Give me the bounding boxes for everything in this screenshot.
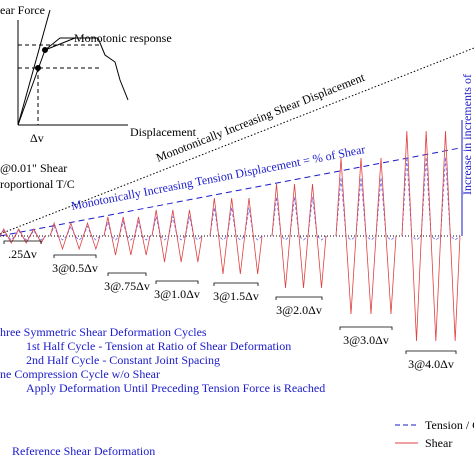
shear-wave bbox=[271, 183, 327, 289]
note: 1st Half Cycle - Tension at Ratio of She… bbox=[26, 339, 291, 353]
shear-wave bbox=[401, 130, 461, 342]
group-bracket bbox=[339, 326, 393, 330]
inset-x-tick: Δv bbox=[30, 131, 44, 145]
initial-label: roportional T/C bbox=[0, 177, 75, 191]
inset-curve-label: Monotonic response bbox=[74, 31, 172, 45]
inset-x-label: Displacement bbox=[130, 125, 197, 139]
group-label: 3@2.0Δv bbox=[276, 303, 322, 317]
shear-wave bbox=[49, 221, 101, 251]
shear-wave bbox=[209, 197, 263, 275]
note: 2nd Half Cycle - Constant Joint Spacing bbox=[26, 353, 220, 367]
note: hree Symmetric Shear Deformation Cycles bbox=[0, 325, 207, 339]
group-bracket bbox=[213, 282, 259, 286]
group-label: 3@0.5Δv bbox=[52, 261, 98, 275]
legend-label: Tension / Co bbox=[425, 418, 474, 432]
notes: hree Symmetric Shear Deformation Cycles … bbox=[0, 325, 325, 395]
group-bracket bbox=[107, 272, 147, 276]
legend-label: Shear bbox=[425, 436, 452, 450]
tension-line-label: Monotonically Increasing Tension Displac… bbox=[70, 142, 366, 213]
dot bbox=[35, 65, 41, 71]
shear-wave bbox=[335, 157, 397, 315]
footer: Reference Shear Deformation bbox=[12, 444, 155, 458]
group-bracket bbox=[405, 350, 457, 354]
group-bracket bbox=[275, 296, 323, 300]
group-bracket bbox=[155, 280, 199, 284]
note: Apply Deformation Until Preceding Tensio… bbox=[26, 381, 325, 395]
group-label: 3@1.0Δv bbox=[154, 287, 200, 301]
shear-wave bbox=[151, 209, 203, 263]
group-label: 3@4.0Δv bbox=[408, 357, 454, 371]
waves: .25Δv 3@0.5Δv 3@.75Δv 3@1.0Δv 3@1.5Δv 3@2.0Δv… bbox=[0, 130, 461, 371]
group-label: 3@.75Δv bbox=[104, 279, 150, 293]
side-label: Increase in increments of bbox=[460, 74, 474, 195]
pointer bbox=[44, 37, 76, 51]
shear-envelope bbox=[0, 47, 474, 235]
initial-label: @0.01" Shear bbox=[0, 161, 67, 175]
shear-wave bbox=[103, 216, 151, 256]
group-bracket bbox=[3, 240, 42, 244]
group-label: 3@1.5Δv bbox=[213, 289, 259, 303]
dot bbox=[42, 47, 48, 53]
inset bbox=[17, 9, 129, 126]
curve bbox=[17, 37, 129, 126]
inset-y-label: ear Force bbox=[0, 3, 45, 17]
group-bracket bbox=[53, 254, 97, 258]
tension-envelope bbox=[0, 147, 461, 237]
shear-wave bbox=[0, 228, 46, 244]
group-label: 3@3.0Δv bbox=[343, 333, 389, 347]
group-label: .25Δv bbox=[8, 247, 37, 261]
note: ne Compression Cycle w/o Shear bbox=[0, 367, 160, 381]
